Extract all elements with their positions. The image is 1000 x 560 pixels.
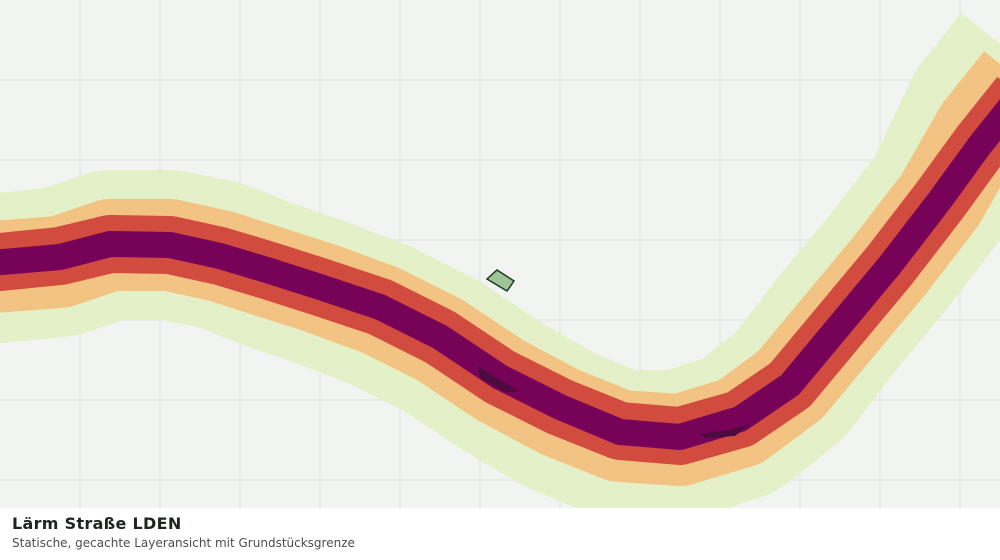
- parcel-boundary[interactable]: [485, 269, 516, 293]
- map: [0, 0, 1000, 508]
- noise-band-peak: [478, 366, 520, 392]
- noise-band-peak: [700, 424, 750, 438]
- layer-title: Lärm Straße LDEN: [12, 514, 182, 533]
- noise-bands: [0, 13, 1000, 508]
- layer-subtitle: Statische, gecachte Layeransicht mit Gru…: [12, 536, 355, 550]
- caption: Lärm Straße LDEN Statische, gecachte Lay…: [0, 508, 1000, 560]
- noise-band-very-high: [0, 99, 1000, 450]
